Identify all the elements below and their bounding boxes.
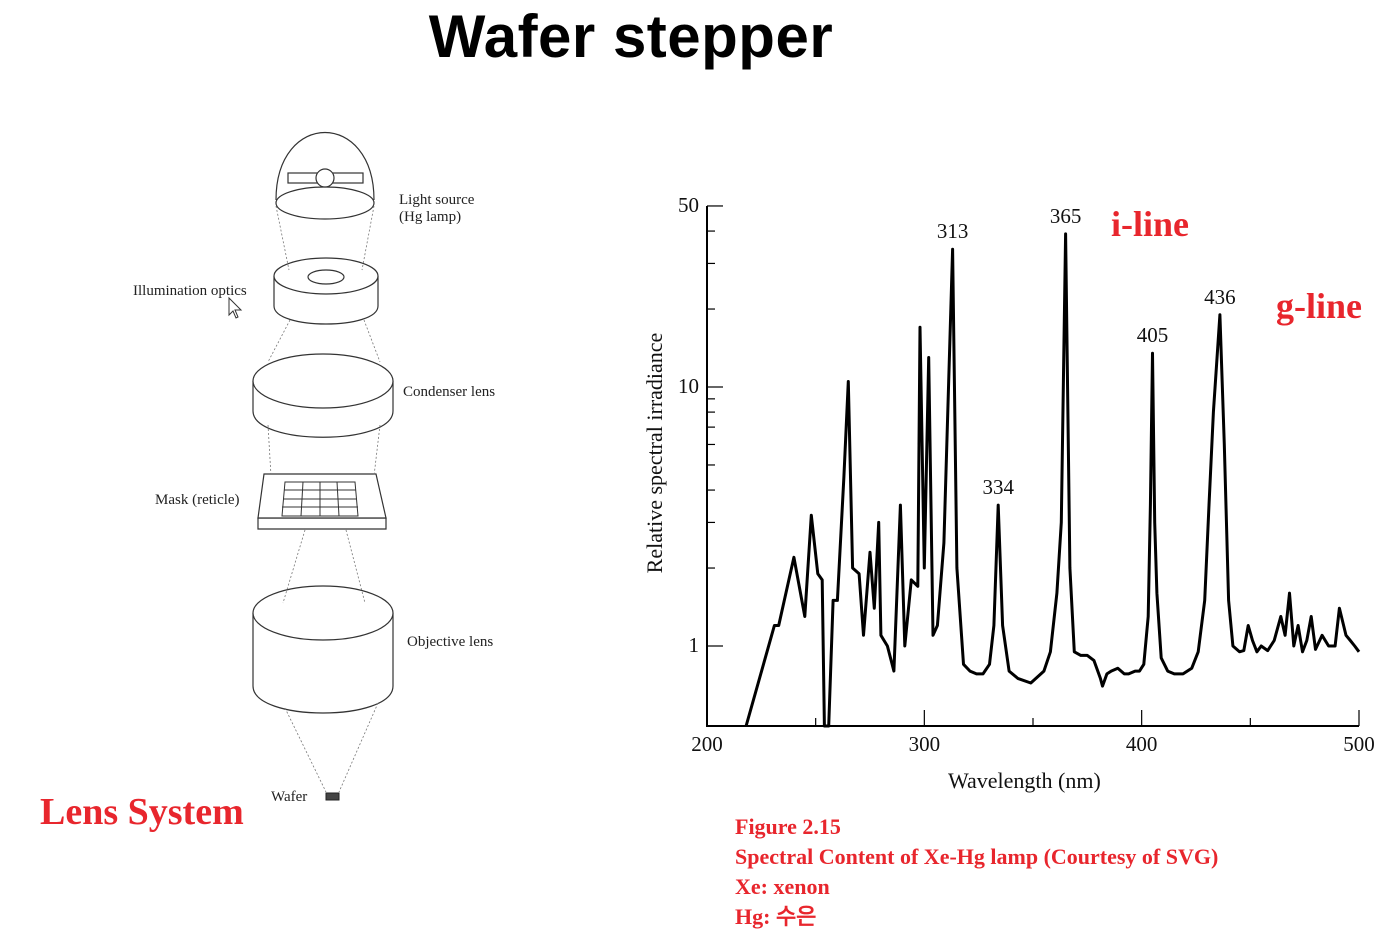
x-tick-label: 400 bbox=[1125, 732, 1158, 756]
wafer-chip bbox=[325, 792, 340, 801]
objective-lens-label: Objective lens bbox=[407, 634, 494, 650]
peak-label: 334 bbox=[982, 475, 1014, 500]
page-title: Wafer stepper bbox=[428, 3, 834, 70]
y-axis-label: Relative spectral irradiance bbox=[642, 332, 667, 574]
objective-lens bbox=[252, 613, 394, 714]
x-tick-label: 300 bbox=[908, 732, 941, 756]
caption-mercury: Hg: 수은 bbox=[735, 904, 817, 929]
mask-label: Mask (reticle) bbox=[155, 492, 240, 508]
x-tick-label: 500 bbox=[1343, 732, 1375, 756]
caption-xenon: Xe: xenon bbox=[735, 874, 830, 899]
light-source-sub-label: (Hg lamp) bbox=[399, 209, 462, 225]
i-line-label: i-line bbox=[1111, 204, 1189, 244]
g-line-label: g-line bbox=[1276, 286, 1362, 326]
peak-label: 313 bbox=[936, 219, 969, 244]
peak-label: 405 bbox=[1136, 323, 1169, 348]
caption-description: Spectral Content of Xe-Hg lamp (Courtesy… bbox=[735, 844, 1219, 869]
light-source-label: Light source bbox=[399, 192, 475, 208]
caption-figure-number: Figure 2.15 bbox=[735, 814, 841, 839]
wafer-label: Wafer bbox=[271, 789, 308, 805]
chart-ticks bbox=[706, 205, 1360, 726]
x-axis-label: Wavelength (nm) bbox=[948, 768, 1101, 793]
figure-caption: Figure 2.15 Spectral Content of Xe-Hg la… bbox=[735, 812, 1218, 932]
lamp-bulb-center bbox=[315, 168, 335, 188]
condenser-lens-label: Condenser lens bbox=[403, 384, 496, 400]
x-tick-label: 200 bbox=[691, 732, 723, 756]
spectrum-series-line bbox=[744, 232, 1361, 728]
illumination-optics-label: Illumination optics bbox=[133, 283, 247, 299]
y-tick-label: 1 bbox=[688, 633, 700, 657]
peak-label: 365 bbox=[1049, 203, 1082, 228]
y-tick-label: 50 bbox=[678, 192, 699, 217]
peak-label: 436 bbox=[1204, 284, 1236, 309]
y-tick-label: 10 bbox=[678, 374, 699, 398]
lens-system-heading: Lens System bbox=[40, 791, 244, 833]
